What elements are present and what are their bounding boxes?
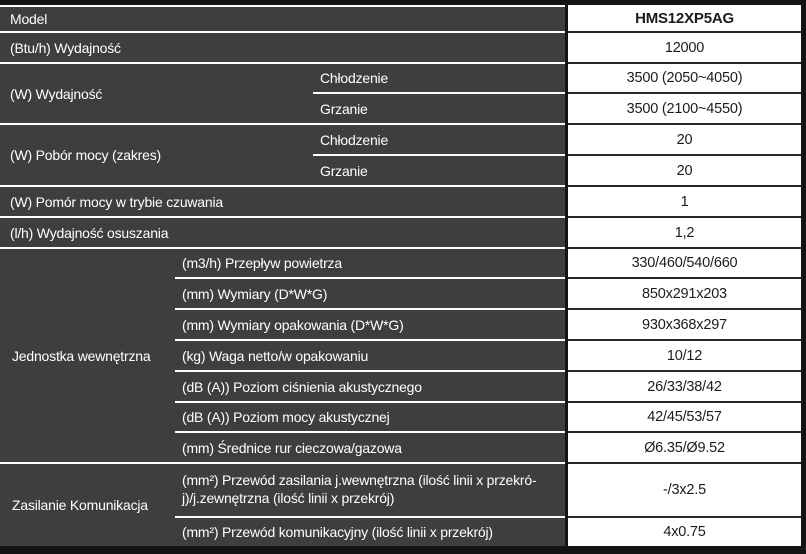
row-label-capacity-btu: (Btu/h) Wydajność xyxy=(0,31,565,62)
spec-table-grid: Model HMS12XP5AG (Btu/h) Wydajność 12000… xyxy=(0,5,801,546)
value-power-cable: -/3x2.5 xyxy=(568,462,801,516)
label-text: (mm²) Przewód komunikacyjny (ilość linii… xyxy=(182,524,493,540)
label-text: Zasilanie Komunikacja xyxy=(12,497,148,513)
label-text: (W) Pobór mocy (zakres) xyxy=(10,147,161,163)
value-weight: 10/12 xyxy=(568,339,801,370)
label-text: (mm) Wymiary opakowania (D*W*G) xyxy=(182,316,404,333)
sub-label-power-cable: (mm²) Przewód zasilania j.wewnętrzna (il… xyxy=(175,462,565,516)
label-text: Grzanie xyxy=(320,162,368,179)
group-label-power-communication: Zasilanie Komunikacja xyxy=(0,462,175,546)
sub-label-heating: Grzanie xyxy=(313,154,565,185)
sub-label-pipe-diameters: (mm) Średnice rur cieczowa/gazowa xyxy=(175,431,565,462)
group-label-capacity-w: (W) Wydajność xyxy=(0,62,313,123)
value-model: HMS12XP5AG xyxy=(568,5,801,31)
value-capacity-heating: 3500 (2100~4550) xyxy=(568,92,801,123)
value-sound-pressure: 26/33/38/42 xyxy=(568,370,801,401)
label-text: (m3/h) Przepływ powietrza xyxy=(182,255,342,271)
value-capacity-cooling: 3500 (2050~4050) xyxy=(568,62,801,92)
value-capacity-btu: 12000 xyxy=(568,31,801,62)
value-pipe-diameters: Ø6.35/Ø9.52 xyxy=(568,431,801,462)
label-text: (mm) Średnice rur cieczowa/gazowa xyxy=(182,439,402,456)
sub-label-sound-power: (dB (A)) Poziom mocy akustycznej xyxy=(175,401,565,431)
label-text: (kg) Waga netto/w opakowaniu xyxy=(182,347,369,364)
label-text: Grzanie xyxy=(320,100,368,117)
label-text: (dB (A)) Poziom ciśnienia akustycznego xyxy=(182,378,422,395)
sub-label-packaging-dimensions: (mm) Wymiary opakowania (D*W*G) xyxy=(175,308,565,339)
value-airflow: 330/460/540/660 xyxy=(568,247,801,277)
label-text: (W) Pomór mocy w trybie czuwania xyxy=(10,193,223,210)
sub-label-airflow: (m3/h) Przepływ powietrza xyxy=(175,247,565,277)
label-text: (mm²) Przewód zasilania j.wewnętrzna (il… xyxy=(182,472,537,506)
label-text: Model xyxy=(10,11,48,27)
label-text: (W) Wydajność xyxy=(10,85,103,102)
label-text: Jednostka wewnętrzna xyxy=(12,347,151,364)
sub-label-cooling: Chłodzenie xyxy=(313,123,565,154)
label-text: (l/h) Wydajność osuszania xyxy=(10,224,169,241)
value-dimensions: 850x291x203 xyxy=(568,277,801,308)
label-text: Chłodzenie xyxy=(320,131,389,148)
sub-label-communication-cable: (mm²) Przewód komunikacyjny (ilość linii… xyxy=(175,516,565,546)
row-label-dehumidification: (l/h) Wydajność osuszania xyxy=(0,216,565,247)
label-text: Chłodzenie xyxy=(320,70,389,86)
row-label-model: Model xyxy=(0,5,565,31)
value-power-heating: 20 xyxy=(568,154,801,185)
value-communication-cable: 4x0.75 xyxy=(568,516,801,546)
value-dehumidification: 1,2 xyxy=(568,216,801,247)
sub-label-dimensions: (mm) Wymiary (D*W*G) xyxy=(175,277,565,308)
value-sound-power: 42/45/53/57 xyxy=(568,401,801,431)
column-divider xyxy=(565,5,568,546)
value-standby-power: 1 xyxy=(568,185,801,216)
label-text: (mm) Wymiary (D*W*G) xyxy=(182,285,328,302)
value-packaging-dimensions: 930x368x297 xyxy=(568,308,801,339)
label-text: (Btu/h) Wydajność xyxy=(10,39,121,56)
group-label-power-input: (W) Pobór mocy (zakres) xyxy=(0,123,313,185)
label-text: (dB (A)) Poziom mocy akustycznej xyxy=(182,409,390,425)
row-label-standby-power: (W) Pomór mocy w trybie czuwania xyxy=(0,185,565,216)
sub-label-weight: (kg) Waga netto/w opakowaniu xyxy=(175,339,565,370)
value-power-cooling: 20 xyxy=(568,123,801,154)
sub-label-heating: Grzanie xyxy=(313,92,565,123)
group-label-indoor-unit: Jednostka wewnętrzna xyxy=(0,247,175,462)
sub-label-cooling: Chłodzenie xyxy=(313,62,565,92)
sub-label-sound-pressure: (dB (A)) Poziom ciśnienia akustycznego xyxy=(175,370,565,401)
